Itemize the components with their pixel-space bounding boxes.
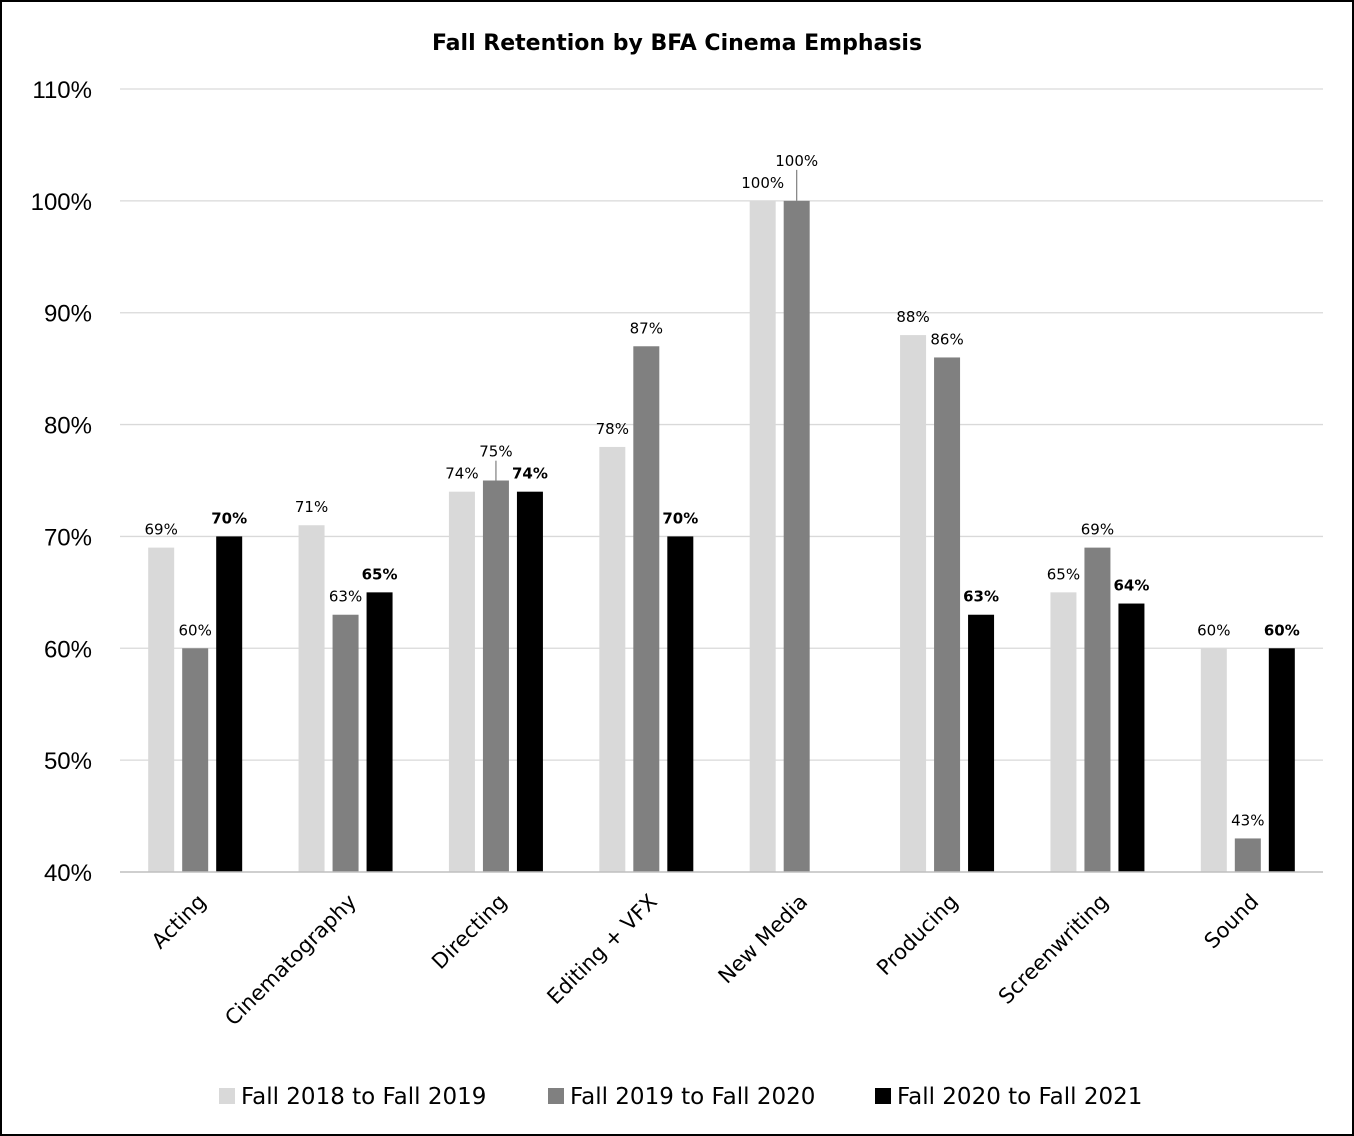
- data-label-cinematography-series-2: 63%: [329, 588, 362, 606]
- data-label-sound-series-3: 60%: [1264, 621, 1300, 639]
- bar-directing-series-1: [448, 491, 475, 872]
- y-tick-label-80: 80%: [44, 413, 92, 440]
- bar-acting-series-1: [148, 547, 175, 872]
- bar-editing-vfx-series-3: [667, 536, 694, 872]
- bar-sound-series-3: [1268, 648, 1295, 872]
- bar-producing-series-1: [900, 335, 927, 873]
- data-label-producing-series-2: 86%: [930, 330, 963, 348]
- y-tick-label-110: 110%: [32, 77, 92, 104]
- legend-label-series-3: Fall 2020 to Fall 2021: [897, 1084, 1142, 1110]
- data-label-screenwriting-series-2: 69%: [1081, 521, 1114, 539]
- legend: Fall 2018 to Fall 2019 Fall 2019 to Fall …: [219, 1084, 1142, 1110]
- bar-cinematography-series-1: [298, 525, 325, 872]
- bar-new-media-series-2: [783, 200, 810, 872]
- bar-producing-series-2: [934, 357, 961, 872]
- bar-acting-series-2: [182, 648, 209, 872]
- bar-acting-series-3: [216, 536, 243, 872]
- y-tick-label-40: 40%: [44, 860, 92, 887]
- bar-directing-series-3: [516, 491, 543, 872]
- data-label-editing-vfx-series-1: 78%: [596, 420, 629, 438]
- legend-swatch-series-2: [548, 1088, 564, 1104]
- data-label-screenwriting-series-1: 65%: [1047, 565, 1080, 583]
- bar-editing-vfx-series-2: [633, 346, 660, 872]
- data-label-directing-series-2: 75%: [479, 443, 512, 461]
- bar-producing-series-3: [968, 614, 995, 872]
- legend-swatch-series-3: [875, 1088, 891, 1104]
- y-tick-label-100: 100%: [31, 189, 92, 216]
- bar-new-media-series-1: [749, 200, 776, 872]
- bar-cinematography-series-2: [332, 614, 359, 872]
- bars: [148, 200, 1295, 873]
- bar-sound-series-1: [1200, 648, 1227, 872]
- bar-screenwriting-series-1: [1050, 592, 1077, 872]
- data-label-acting-series-3: 70%: [211, 509, 247, 527]
- data-label-directing-series-3: 74%: [512, 465, 548, 483]
- y-tick-label-90: 90%: [44, 301, 92, 328]
- bar-screenwriting-series-3: [1118, 603, 1145, 872]
- data-label-editing-vfx-series-2: 87%: [630, 319, 663, 337]
- legend-label-series-1: Fall 2018 to Fall 2019: [241, 1084, 486, 1110]
- data-label-new-media-series-1: 100%: [741, 174, 784, 192]
- bar-screenwriting-series-2: [1084, 547, 1111, 872]
- data-label-acting-series-1: 69%: [145, 521, 178, 539]
- data-label-cinematography-series-3: 65%: [362, 565, 398, 583]
- y-axis-ticks: 40% 50% 60% 70% 80% 90% 100% 110%: [31, 77, 92, 887]
- data-label-producing-series-3: 63%: [963, 588, 999, 606]
- data-label-new-media-series-2: 100%: [775, 152, 818, 170]
- data-label-producing-series-1: 88%: [896, 308, 929, 326]
- data-label-directing-series-1: 74%: [445, 465, 478, 483]
- data-label-cinematography-series-1: 71%: [295, 498, 328, 516]
- y-tick-label-50: 50%: [44, 748, 92, 775]
- bar-directing-series-2: [482, 480, 509, 872]
- legend-swatch-series-1: [219, 1088, 235, 1104]
- y-tick-label-70: 70%: [44, 524, 92, 551]
- legend-label-series-2: Fall 2019 to Fall 2020: [570, 1084, 815, 1110]
- data-label-sound-series-1: 60%: [1197, 621, 1230, 639]
- y-tick-label-60: 60%: [44, 636, 92, 663]
- bar-editing-vfx-series-1: [599, 446, 626, 872]
- data-label-sound-series-2: 43%: [1231, 811, 1264, 829]
- bar-sound-series-2: [1234, 838, 1261, 872]
- data-labels: 69%60%70%71%63%65%74%75%74%78%87%70%100%…: [145, 152, 1300, 830]
- data-label-editing-vfx-series-3: 70%: [662, 509, 698, 527]
- data-label-acting-series-2: 60%: [179, 621, 212, 639]
- bar-cinematography-series-3: [366, 592, 393, 872]
- data-label-screenwriting-series-3: 64%: [1113, 577, 1149, 595]
- chart-title: Fall Retention by BFA Cinema Emphasis: [432, 31, 922, 56]
